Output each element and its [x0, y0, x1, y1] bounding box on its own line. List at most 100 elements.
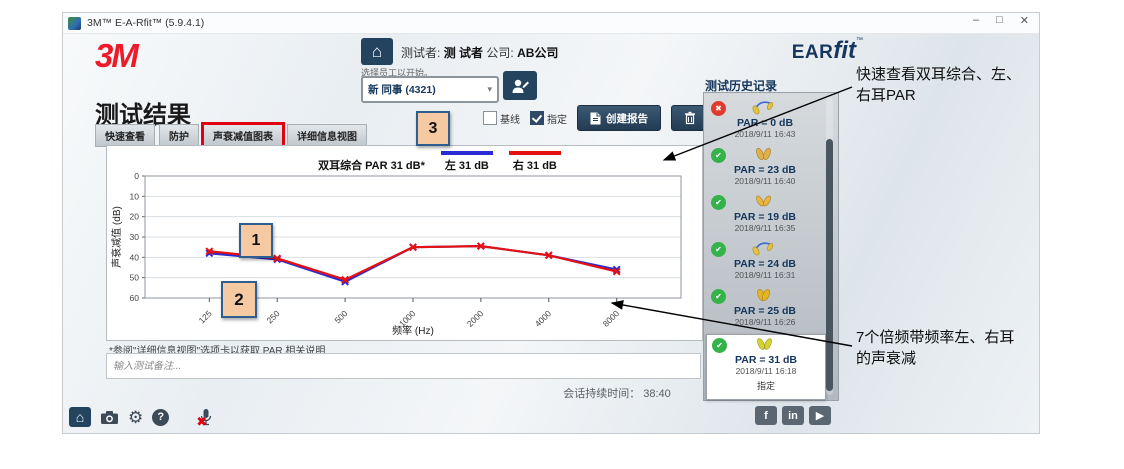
pass-icon: ✔	[711, 195, 726, 210]
session-duration-label: 会话持续时间：	[563, 388, 641, 400]
session-duration-value: 38:40	[643, 388, 671, 400]
tester-label: 测试者:	[401, 46, 441, 60]
session-duration: 会话持续时间： 38:40	[533, 385, 701, 401]
legend-right-colorbar	[508, 151, 561, 155]
legend-left: 左 31 dB	[444, 160, 489, 172]
pass-icon: ✔	[711, 148, 726, 163]
svg-text:500: 500	[332, 308, 349, 325]
tabs: 快速查看 防护 声衰减值图表 详细信息视图	[95, 122, 367, 149]
history-entry-1[interactable]: ✖ PAR = 0 dB 2018/9/11 16:43	[706, 98, 824, 144]
svg-text:40: 40	[130, 252, 140, 262]
test-notes-field-wrap	[106, 353, 701, 379]
svg-text:20: 20	[130, 212, 140, 222]
settings-button[interactable]: ⚙	[128, 409, 143, 426]
gear-icon: ⚙	[128, 407, 144, 427]
window-titlebar: 3M™ E-A-Rfit™ (5.9.4.1) – □ ✕	[63, 13, 1039, 34]
chart-legend: 双耳综合 PAR 31 dB* 左 31 dB 右 31 dB	[177, 151, 702, 173]
svg-text:2000: 2000	[465, 308, 486, 329]
tab-protection[interactable]: 防护	[159, 124, 199, 147]
svg-text:250: 250	[265, 308, 282, 325]
home-button-bottom[interactable]: ⌂	[69, 407, 91, 427]
legend-binaural: 双耳综合 PAR 31 dB*	[318, 160, 425, 172]
attenuation-chart-panel: 双耳综合 PAR 31 dB* 左 31 dB 右 31 dB 0 10 20 30 4…	[106, 145, 703, 341]
annotation-par-summary: 快速查看双耳综合、左、右耳PAR	[856, 66, 1022, 104]
legend-left-colorbar	[440, 151, 493, 155]
person-edit-icon	[512, 79, 529, 93]
svg-text:30: 30	[130, 232, 140, 242]
bottom-toolbar: ⌂ ⚙ ? ✖	[69, 405, 221, 429]
corded-earplugs-icon	[750, 239, 776, 262]
pass-icon: ✔	[712, 338, 727, 353]
tester-name: 测 试者	[443, 46, 484, 60]
help-button[interactable]: ?	[152, 408, 170, 426]
history-entry-4[interactable]: ✔ PAR = 24 dB 2018/9/11 16:31	[706, 239, 824, 285]
baseline-checkbox[interactable]	[483, 111, 497, 125]
history-entry-2[interactable]: ✔ PAR = 23 dB 2018/9/11 16:40	[706, 145, 824, 191]
home-button[interactable]: ⌂	[361, 38, 393, 65]
create-report-button[interactable]: 创建报告	[577, 105, 661, 131]
history-par: PAR = 25 dB	[734, 305, 796, 317]
create-report-label: 创建报告	[606, 112, 648, 125]
svg-text:0: 0	[134, 171, 139, 181]
history-par: PAR = 31 dB	[735, 354, 797, 366]
facebook-icon[interactable]: f	[755, 406, 777, 425]
company-label: 公司:	[486, 46, 514, 60]
legend-right: 右 31 dB	[512, 160, 557, 172]
history-date: 2018/9/11 16:31	[734, 270, 796, 280]
history-par: PAR = 23 dB	[734, 164, 796, 176]
close-button[interactable]: ✕	[1019, 15, 1029, 27]
svg-text:60: 60	[130, 293, 140, 303]
screenshot-button[interactable]	[100, 410, 119, 425]
history-entry-3[interactable]: ✔ PAR = 19 dB 2018/9/11 16:35	[706, 192, 824, 238]
tab-quick-view[interactable]: 快速查看	[95, 124, 155, 147]
history-scrollbar-track[interactable]	[826, 97, 833, 395]
history-designated-note: 指定	[756, 381, 775, 391]
3m-logo: 3M	[95, 37, 139, 74]
history-date: 2018/9/11 16:35	[734, 223, 796, 233]
linkedin-icon[interactable]: in	[782, 406, 804, 425]
designated-checkbox[interactable]	[530, 111, 544, 125]
microphone-status[interactable]: ✖	[196, 408, 212, 429]
par-footnote: *参阅"详细信息视图"选项卡以获取 PAR 相关说明	[109, 346, 326, 357]
svg-text:125: 125	[197, 308, 214, 325]
callout-badge-2: 2	[221, 281, 257, 318]
company-name: AB公司	[517, 46, 559, 60]
history-par: PAR = 0 dB	[736, 117, 794, 129]
microphone-icon	[201, 409, 212, 426]
history-scrollbar-thumb[interactable]	[826, 139, 833, 391]
help-icon: ?	[157, 411, 165, 423]
report-document-icon	[590, 112, 601, 124]
mic-muted-x-icon: ✖	[196, 414, 208, 429]
svg-text:50: 50	[130, 273, 140, 283]
test-notes-input[interactable]	[106, 353, 701, 379]
earfit-logo-ear: EAR	[791, 42, 834, 63]
edit-person-button[interactable]	[503, 71, 537, 100]
result-controls: 基线 指定 创建报告	[483, 105, 709, 131]
tab-detail-view[interactable]: 详细信息视图	[287, 124, 367, 147]
history-date: 2018/9/11 16:43	[734, 129, 796, 139]
history-entry-5[interactable]: ✔ PAR = 25 dB 2018/9/11 16:26	[706, 286, 824, 332]
history-entry-6-selected[interactable]: ✔ PAR = 31 dB 2018/9/11 16:18 指定	[706, 334, 826, 400]
maximize-button[interactable]: □	[996, 14, 1003, 26]
pass-icon: ✔	[711, 289, 726, 304]
callout-badge-3: 3	[416, 111, 450, 146]
camera-icon	[101, 410, 118, 424]
annotation-octave-bands: 7个倍频带频率左、右耳的声衰减	[856, 329, 1015, 367]
test-history-panel: ✖ PAR = 0 dB 2018/9/11 16:43 ✔ PAR = 23 …	[703, 92, 839, 401]
history-par: PAR = 19 dB	[734, 211, 796, 223]
history-par: PAR = 24 dB	[734, 258, 796, 270]
minimize-button[interactable]: –	[973, 14, 980, 26]
history-date: 2018/9/11 16:40	[734, 176, 796, 186]
employee-dropdown[interactable]: 新 同事 (4321) ▾	[361, 76, 499, 103]
callout-badge-1: 1	[239, 223, 273, 258]
social-links: f in ▶	[755, 406, 831, 425]
svg-text:10: 10	[130, 191, 140, 201]
svg-text:8000: 8000	[601, 308, 622, 329]
designated-label: 指定	[547, 114, 567, 126]
youtube-icon[interactable]: ▶	[809, 406, 831, 425]
tab-attenuation-chart[interactable]: 声衰减值图表	[201, 122, 285, 149]
trash-icon	[685, 111, 695, 125]
svg-text:频率 (Hz): 频率 (Hz)	[392, 324, 434, 337]
fail-icon: ✖	[711, 101, 726, 116]
